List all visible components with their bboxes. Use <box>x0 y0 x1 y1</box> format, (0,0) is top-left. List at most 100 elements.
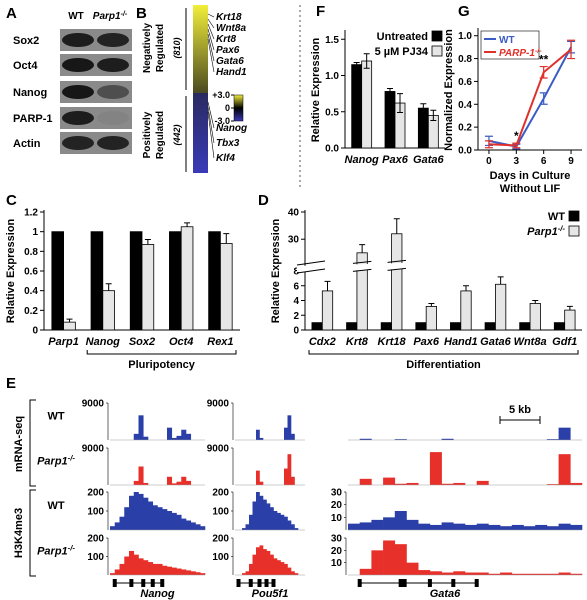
error-bar <box>397 93 403 113</box>
y-tick-label: 0.6 <box>24 267 38 278</box>
blot-band <box>97 33 129 47</box>
signal-bin <box>256 547 260 575</box>
signal-bin <box>284 516 288 530</box>
signal-bin <box>558 427 571 440</box>
y-tick-label: 0.8 <box>24 247 38 258</box>
colorbar-label: -3.0 <box>214 116 230 126</box>
signal-bin <box>453 571 466 575</box>
break-mark <box>352 260 372 264</box>
gene-name: Nanog <box>140 588 175 600</box>
genotype-label: WT <box>47 411 64 423</box>
colorbar-label: +3.0 <box>212 90 230 100</box>
x-tick-label: Krt18 <box>378 336 407 348</box>
panel-letter: B <box>136 5 147 22</box>
panel-letter: G <box>458 3 470 20</box>
signal-bin <box>394 511 407 530</box>
signal-bin <box>167 476 173 485</box>
signal-bin <box>429 452 442 485</box>
break-mark <box>296 268 326 274</box>
panel-letter: A <box>6 5 17 22</box>
gene-label: Krt8 <box>216 34 236 45</box>
signal-bin <box>110 573 116 575</box>
x-tick-label: Nanog <box>86 336 121 348</box>
x-tick-label: Hand1 <box>444 336 478 348</box>
error-bar <box>324 280 331 291</box>
y-tick-label: 0.2 <box>458 123 472 134</box>
track-tick-label: 30 <box>331 534 343 545</box>
error-bar <box>66 318 73 323</box>
signal-bin <box>546 439 559 440</box>
signal-bin <box>195 524 201 530</box>
signal-bin <box>570 482 583 485</box>
legend-swatch <box>431 45 443 57</box>
y-tick-label: 2 <box>293 311 299 322</box>
bar <box>169 231 182 331</box>
bar <box>51 231 65 331</box>
signal-bin <box>383 477 396 485</box>
gene-label: Tbx3 <box>216 138 240 149</box>
signal-bin <box>291 524 295 530</box>
signal-bin <box>394 439 407 440</box>
signal-bin <box>256 429 260 440</box>
gene-connector <box>207 13 215 18</box>
exon <box>236 579 241 587</box>
signal-bin <box>266 503 271 530</box>
signal-bin <box>465 572 477 575</box>
legend-swatch <box>431 30 443 42</box>
exon <box>160 579 165 587</box>
signal-bin <box>256 492 260 530</box>
bar <box>391 233 403 331</box>
exon <box>248 579 253 587</box>
signal-bin <box>133 554 139 575</box>
signal-bin <box>511 573 524 575</box>
signal-bin <box>511 524 524 530</box>
exon <box>271 579 276 587</box>
x-tick-label: 6 <box>541 156 547 167</box>
signal-bin <box>406 562 419 575</box>
track-tick-label: 100 <box>87 507 104 518</box>
track-tick-label: 10 <box>331 558 343 569</box>
signal-bin <box>359 568 372 575</box>
signal-bin <box>259 495 264 530</box>
bar <box>529 303 541 331</box>
y-tick-label: 6 <box>293 281 299 292</box>
gene-label: Wnt8a <box>216 23 246 34</box>
break-mark <box>387 267 407 271</box>
signal-bin <box>171 512 177 530</box>
signal-bin <box>273 511 278 530</box>
signal-bin <box>119 563 125 575</box>
x-tick-label: Parp1 <box>48 336 79 348</box>
x-tick-label: Pax6 <box>413 336 440 348</box>
error-bar <box>420 103 427 113</box>
y-tick-label: 1 <box>32 227 38 238</box>
signal-bin <box>167 566 173 575</box>
break-mark <box>352 268 372 272</box>
significance: * <box>514 129 519 143</box>
bar <box>63 321 76 331</box>
signal-bin <box>429 571 442 575</box>
error-bar <box>359 244 366 253</box>
signal-bin <box>277 560 281 575</box>
track-tick-label: 9000 <box>82 444 105 455</box>
legend-label: Parp1-/- <box>527 224 565 239</box>
error-bar <box>532 300 539 304</box>
signal-bin <box>162 509 168 530</box>
bar <box>180 226 194 331</box>
signal-bin <box>294 573 299 575</box>
signal-bin <box>252 554 257 575</box>
x-tick-label: 9 <box>568 156 574 167</box>
y-axis-label: Relative Expression <box>5 218 17 323</box>
track-tick-label: 100 <box>212 552 229 563</box>
signal-bin <box>133 433 139 440</box>
signal-bin <box>570 573 583 575</box>
exon <box>141 579 146 587</box>
error-bar <box>430 109 437 121</box>
signal-bin <box>129 550 135 575</box>
colorbar-label: 0 <box>225 103 230 113</box>
signal-bin <box>133 480 139 485</box>
y-axis-label: Normalized Expression <box>443 29 455 151</box>
group-label: Negatively <box>142 23 153 73</box>
assay-label: mRNA-seq <box>13 416 25 472</box>
bar <box>564 309 576 331</box>
